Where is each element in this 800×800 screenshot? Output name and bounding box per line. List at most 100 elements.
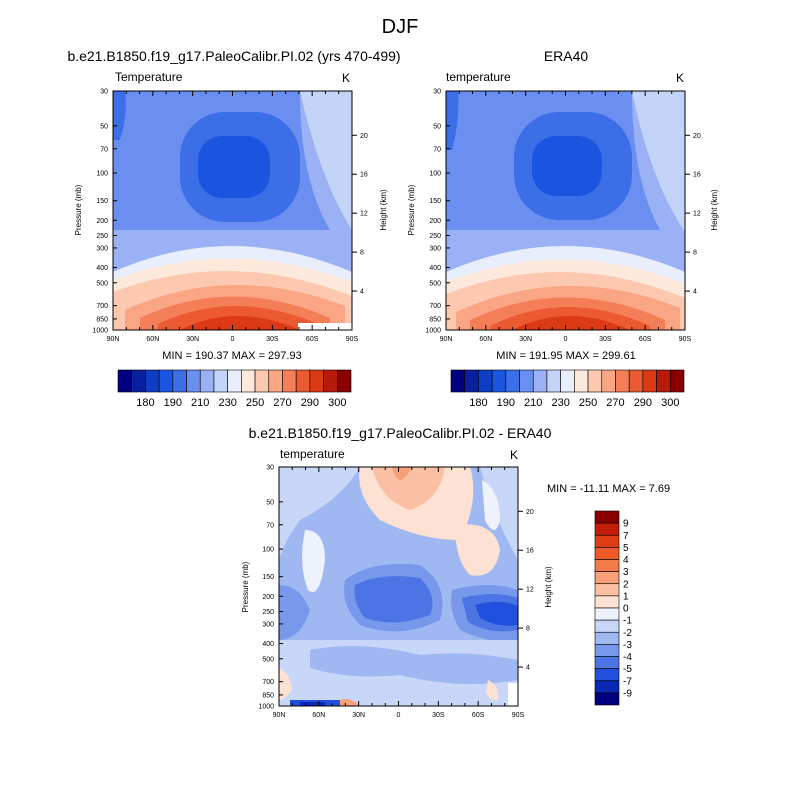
y-axis-label: Pressure (mb)	[407, 184, 416, 235]
x-tick-label: 60S	[639, 336, 652, 343]
y-tick-label: 70	[433, 146, 441, 153]
y2-tick-label: 16	[693, 172, 701, 179]
panel-title: b.e21.B1850.f19_g17.PaleoCalibr.PI.02 (y…	[67, 48, 400, 64]
colorbar-swatch	[268, 369, 283, 393]
y-tick-label: 500	[262, 656, 274, 663]
colorbar-swatch	[574, 369, 589, 393]
colorbar-swatch	[336, 369, 352, 393]
x-tick-label: 90S	[679, 336, 692, 343]
colorbar-label: 0	[623, 604, 629, 615]
colorbar-swatch	[309, 369, 324, 393]
colorbar-label: 290	[634, 397, 652, 409]
colorbar-swatch	[615, 369, 630, 393]
colorbar: 180 190 210 230 250 270 290 300	[117, 369, 352, 409]
y2-tick-label: 8	[693, 250, 697, 257]
colorbar: 180 190 210 230 250 270 290 300	[450, 369, 685, 409]
panel-difference: b.e21.B1850.f19_g17.PaleoCalibr.PI.02 - …	[241, 425, 670, 719]
colorbar-swatch	[594, 619, 620, 633]
y2-tick-label: 16	[526, 548, 534, 555]
colorbar-label: 300	[328, 397, 346, 409]
contour-field	[279, 467, 518, 706]
y-tick-label: 100	[96, 171, 108, 178]
x-tick-label: 0	[564, 336, 568, 343]
colorbar-swatch	[628, 369, 644, 393]
colorbar-swatch	[172, 369, 187, 393]
colorbar-swatch	[323, 369, 338, 393]
colorbar-label: -4	[623, 652, 632, 663]
colorbar-swatch	[594, 631, 620, 645]
panel-title: ERA40	[544, 48, 589, 64]
y-tick-label: 30	[433, 89, 441, 96]
colorbar-swatch	[199, 369, 215, 393]
y-tick-label: 250	[96, 233, 108, 240]
y-axis-label: Pressure (mb)	[241, 561, 250, 612]
x-tick-label: 60N	[146, 336, 159, 343]
y2-tick-label: 12	[693, 211, 701, 218]
colorbar-label: 300	[661, 397, 679, 409]
colorbar-swatch	[241, 369, 256, 393]
colorbar-swatch	[594, 692, 620, 706]
y-tick-label: 1000	[92, 328, 108, 335]
colorbar-swatch	[505, 369, 520, 393]
x-tick-label: 90N	[273, 712, 286, 719]
colorbar-swatch	[594, 668, 620, 682]
colorbar-label: 210	[191, 397, 209, 409]
y2-tick-label: 12	[526, 587, 534, 594]
colorbar-swatch	[594, 571, 620, 585]
y-tick-label: 150	[262, 574, 274, 581]
y-tick-label: 700	[262, 679, 274, 686]
y2-axis-label: Height (km)	[379, 189, 388, 231]
y-tick-label: 200	[429, 218, 441, 225]
colorbar-swatch	[601, 369, 616, 393]
variable-label: temperature	[446, 70, 511, 84]
panel-era40: ERA40 temperature K 90N 60N 30N 0 30S 60S 90S 3…	[407, 48, 719, 409]
colorbar-label: -2	[623, 628, 632, 639]
colorbar-label: -5	[623, 664, 632, 675]
x-tick-label: 30S	[266, 336, 279, 343]
colorbar-swatch	[669, 369, 685, 393]
y-tick-label: 1000	[425, 328, 441, 335]
variable-label: Temperature	[115, 70, 183, 84]
y2-tick-label: 4	[526, 665, 530, 672]
colorbar-swatch	[587, 369, 603, 393]
colorbar-label: 190	[164, 397, 182, 409]
colorbar-swatch	[642, 369, 657, 393]
colorbar-label: 4	[623, 555, 629, 566]
colorbar-swatch	[594, 583, 620, 597]
colorbar-swatch	[158, 369, 174, 393]
y-tick-label: 700	[96, 303, 108, 310]
y-tick-label: 300	[262, 621, 274, 628]
y-tick-label: 250	[262, 609, 274, 616]
x-tick-label: 90N	[440, 336, 453, 343]
colorbar-label: 210	[524, 397, 542, 409]
y2-axis-label: Height (km)	[544, 566, 553, 608]
y-tick-label: 850	[429, 316, 441, 323]
colorbar-swatch	[464, 369, 479, 393]
colorbar-label: 1	[623, 591, 629, 602]
y-tick-label: 30	[266, 465, 274, 472]
y-tick-label: 850	[262, 692, 274, 699]
colorbar-label: 250	[579, 397, 597, 409]
colorbar-swatch	[532, 369, 548, 393]
x-tick-label: 90N	[107, 336, 120, 343]
panel-title: b.e21.B1850.f19_g17.PaleoCalibr.PI.02 - …	[249, 425, 552, 441]
x-tick-label: 30N	[352, 712, 365, 719]
y-tick-label: 70	[100, 146, 108, 153]
x-tick-label: 60S	[472, 712, 485, 719]
colorbar-label: -9	[623, 688, 632, 699]
y2-tick-label: 4	[360, 289, 364, 296]
y2-tick-label: 16	[360, 172, 368, 179]
y-tick-label: 300	[429, 245, 441, 252]
y-tick-label: 700	[429, 303, 441, 310]
y-tick-label: 150	[429, 198, 441, 205]
y-tick-label: 70	[266, 522, 274, 529]
colorbar-swatch	[227, 369, 242, 393]
colorbar-swatch	[594, 644, 620, 657]
x-tick-label: 0	[397, 712, 401, 719]
y-tick-label: 250	[429, 233, 441, 240]
y-tick-label: 150	[96, 198, 108, 205]
colorbar-swatch	[491, 369, 507, 393]
colorbar-label: 230	[551, 397, 569, 409]
colorbar-swatch	[594, 680, 620, 694]
